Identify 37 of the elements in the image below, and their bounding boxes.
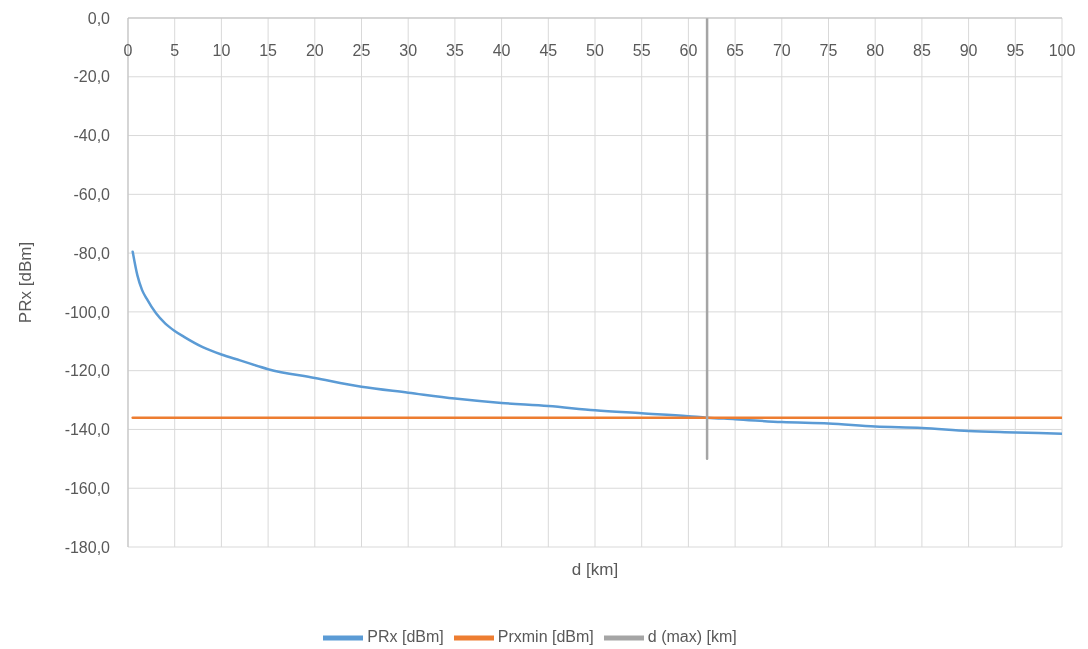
line-series	[131, 250, 1062, 436]
x-tick-label: 75	[819, 41, 838, 59]
x-tick-label: 90	[959, 41, 978, 59]
x-tick-label: 40	[492, 41, 511, 59]
x-tick-label: 30	[399, 41, 418, 59]
x-tick-label: 60	[679, 41, 698, 59]
legend-label: PRx [dBm]	[367, 628, 444, 646]
x-tick-label: 55	[632, 41, 651, 59]
x-tick-label: 45	[539, 41, 558, 59]
x-tick-label: 50	[586, 41, 604, 59]
legend-label: Prxmin [dBm]	[497, 628, 594, 646]
x-tick-label: 70	[772, 41, 791, 59]
x-tick-label: 80	[866, 41, 885, 59]
x-tick-label: 100	[1048, 41, 1076, 59]
x-tick-label: 10	[212, 41, 231, 59]
x-tick-label: 85	[913, 41, 931, 59]
y-axis-title: PRx [dBm]	[15, 241, 35, 324]
y-tick-label: -40,0	[73, 127, 111, 145]
x-tick-label: 35	[446, 41, 464, 59]
y-tick-label: -60,0	[73, 186, 111, 204]
y-tick-label: -100,0	[64, 303, 111, 321]
y-tick-label: -180,0	[64, 538, 111, 556]
x-tick-label: 65	[726, 41, 745, 59]
x-axis-title: d [km]	[570, 559, 620, 581]
x-tick-label: 20	[305, 41, 324, 59]
x-tick-label: 0	[123, 41, 133, 59]
y-tick-label: -20,0	[73, 68, 111, 86]
y-tick-label: -140,0	[64, 421, 111, 439]
x-tick-label: 25	[352, 41, 371, 59]
y-tick-label: -120,0	[64, 362, 111, 380]
y-tick-label: 0,0	[87, 9, 111, 27]
y-tick-label: -160,0	[64, 479, 111, 497]
x-tick-label: 15	[259, 41, 278, 59]
x-tick-label: 5	[170, 41, 180, 59]
y-tick-label: -80,0	[73, 244, 111, 262]
x-tick-label: 95	[1006, 41, 1025, 59]
legend-label: d (max) [km]	[647, 628, 737, 646]
